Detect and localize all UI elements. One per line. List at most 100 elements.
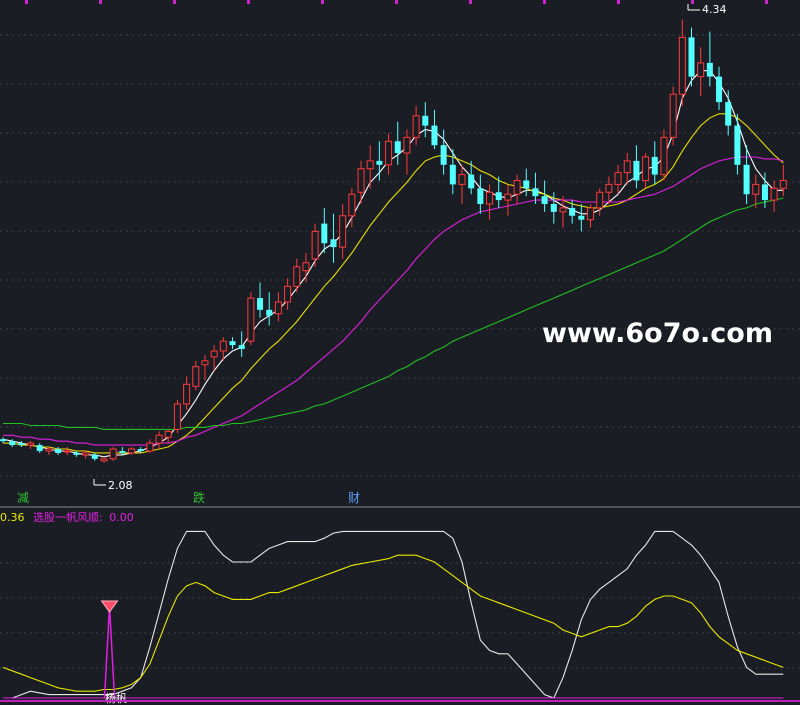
top-tick [765, 0, 768, 4]
candle-body-down [651, 156, 658, 175]
moving-average-lines [2, 70, 784, 458]
top-tick [25, 0, 28, 4]
candle-body-up [164, 430, 172, 438]
candle-body-up [109, 448, 117, 460]
legend-name-2: 选股一帆风顺: [33, 510, 103, 524]
candle-body-down [119, 450, 126, 453]
candle-body-up [412, 115, 420, 138]
candle-body-down [477, 188, 484, 204]
candle-body-down [0, 439, 6, 442]
candle-body-up [183, 383, 191, 405]
watermark: www.6o7o.com [542, 318, 773, 349]
candle-body-up [366, 160, 374, 170]
candle-body-down [266, 309, 273, 316]
low-price-label: 2.08 [108, 479, 133, 492]
candle-body-down [495, 192, 502, 201]
candle-body-down [431, 125, 438, 146]
candle-body-up [642, 156, 650, 181]
signal-diamond [100, 600, 119, 613]
indicator-legend: 0.36 选股一帆风顺: 0.00 [0, 510, 134, 524]
candle-body-up [770, 187, 778, 201]
candle-body-up [45, 448, 53, 452]
candle-body-up [82, 452, 90, 456]
candle-body-up [587, 207, 595, 221]
candle-body-down [761, 184, 768, 201]
candle-body-up [27, 442, 35, 446]
top-tick [395, 0, 398, 4]
candle-body-down [468, 174, 475, 189]
top-tick [99, 0, 102, 4]
top-tick [173, 0, 176, 4]
candle-body-down [440, 145, 447, 165]
candle-body-down [55, 449, 62, 453]
candle-body-down [36, 445, 43, 451]
candle-body-up [173, 403, 181, 430]
candle-body-up [155, 434, 163, 444]
candle-body-up [486, 191, 494, 205]
candle-body-up [752, 183, 760, 195]
candle-body-up [201, 360, 209, 366]
candle-body-up [596, 191, 604, 209]
top-tick [617, 0, 620, 4]
candle-body-down [541, 196, 548, 204]
ma-line-3 [3, 197, 784, 430]
low-label-arrow [93, 479, 106, 486]
candlestick-series [0, 19, 787, 463]
candle-body-down [330, 239, 337, 248]
candle-body-down [137, 449, 144, 451]
candle-body-up [311, 230, 319, 260]
candle-body-down [706, 62, 713, 77]
indicator-line-0 [3, 530, 784, 699]
candle-body-up [357, 168, 365, 193]
legend-value-1: 0.36 [0, 511, 25, 524]
candle-body-down [550, 204, 557, 212]
candle-body-down [422, 115, 429, 126]
top-tick [469, 0, 472, 4]
signal-marker [100, 600, 119, 699]
legend-value-2: 0.00 [109, 511, 134, 524]
indicator-line-1 [2, 554, 784, 692]
ma-line-0 [2, 70, 784, 458]
candle-body-down [229, 341, 236, 346]
marker-cai: 财 [348, 491, 360, 505]
candle-body-down [578, 215, 585, 220]
marker-jian: 减 [17, 491, 29, 505]
candle-body-down [238, 345, 245, 350]
candle-body-down [73, 452, 80, 455]
marker-die: 跌 [193, 490, 205, 505]
candle-body-up [513, 179, 521, 195]
candle-body-down [734, 125, 741, 165]
candle-body-up [302, 262, 310, 272]
candle-body-up [293, 266, 301, 287]
candle-body-up [669, 93, 677, 138]
candle-body-up [146, 442, 154, 452]
candle-body-down [523, 180, 530, 189]
candle-body-down [688, 37, 695, 77]
candle-body-up [128, 448, 136, 454]
candle-body-up [284, 285, 292, 303]
top-tick [543, 0, 546, 4]
candle-body-up [403, 136, 411, 154]
candle-body-up [385, 140, 393, 166]
price-label-arrows [93, 4, 700, 486]
candle-body-up [339, 215, 347, 248]
candle-body-down [716, 76, 723, 103]
candle-body-down [376, 160, 383, 165]
candle-body-up [559, 207, 567, 213]
candle-body-up [504, 193, 512, 201]
candle-body-down [394, 141, 401, 154]
top-tick [691, 0, 694, 4]
candle-body-up [219, 340, 227, 352]
candle-body-down [9, 441, 16, 446]
candle-body-up [697, 62, 705, 78]
candle-body-up [348, 193, 356, 217]
candle-body-down [321, 223, 328, 244]
candle-body-down [532, 188, 539, 197]
candle-body-down [449, 164, 456, 185]
candle-body-up [678, 36, 686, 95]
candle-body-down [91, 454, 98, 459]
candle-body-up [247, 297, 255, 342]
grid-lines [0, 34, 800, 669]
top-tick-marks [25, 0, 768, 4]
